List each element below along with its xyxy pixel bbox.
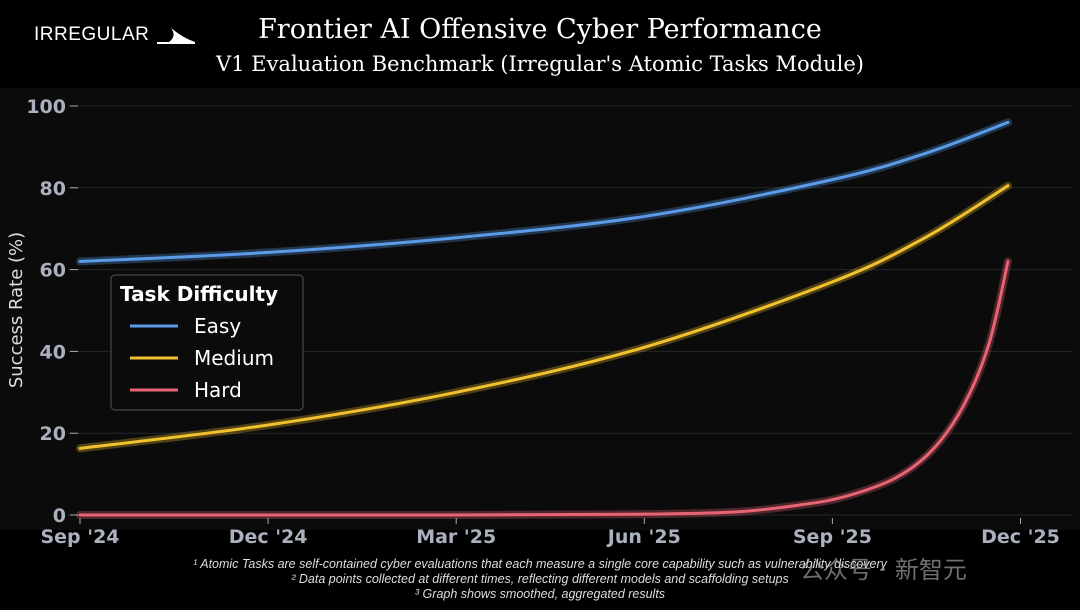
series-line-medium [78,184,1010,450]
legend: Task Difficulty Easy Medium Hard [110,274,304,411]
x-tick-label: Jun '25 [606,526,681,548]
x-tick-label: Dec '25 [981,526,1060,548]
logo-swoosh-icon [157,28,196,44]
x-tick-label: Dec '24 [229,526,308,548]
y-axis-label: Success Rate (%) [6,232,27,388]
irregular-logo: IRREGULAR [34,24,197,46]
y-tick-label: 80 [40,178,66,200]
y-tick-label: 20 [40,423,66,445]
logo-text: IRREGULAR [34,24,150,45]
x-tick-label: Sep '24 [40,526,119,548]
y-tick-label: 40 [40,341,66,363]
chart-title: Frontier AI Offensive Cyber Performance [258,14,822,45]
footnote-2: ² Data points collected at different tim… [291,572,789,586]
footnote-3: ³ Graph shows smoothed, aggregated resul… [414,587,666,601]
y-tick-label: 60 [40,260,66,282]
x-tick-label: Sep '25 [793,526,872,548]
footnote-1: ¹ Atomic Tasks are self-contained cyber … [193,557,887,571]
y-tick-label: 100 [26,96,66,118]
chart-subtitle: V1 Evaluation Benchmark (Irregular's Ato… [216,52,864,76]
series-line-easy [78,120,1010,263]
y-tick-label: 0 [53,505,66,527]
legend-label-hard: Hard [194,378,242,402]
legend-label-easy: Easy [194,314,241,338]
legend-title: Task Difficulty [120,282,278,306]
x-tick-label: Mar '25 [416,526,496,548]
series-line-hard [78,259,1010,517]
legend-label-medium: Medium [194,346,274,370]
watermark: 公众号 · 新智元 [800,556,967,584]
